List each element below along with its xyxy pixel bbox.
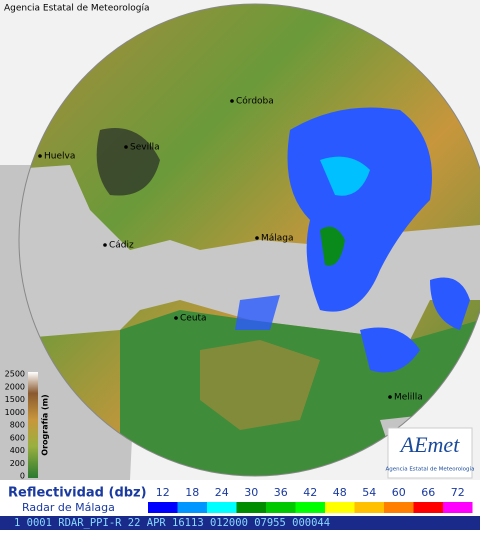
city-dot bbox=[255, 236, 259, 240]
legend-swatch bbox=[325, 502, 355, 513]
city-dot bbox=[103, 243, 107, 247]
orography-label: 2000 bbox=[5, 382, 25, 391]
legend-level: 18 bbox=[185, 486, 199, 499]
city-dot bbox=[124, 145, 128, 149]
orography-label: 0 bbox=[20, 472, 25, 481]
legend-swatch bbox=[295, 502, 325, 513]
radar-range bbox=[18, 3, 480, 477]
logo-subtitle: Agencia Estatal de Meteorología bbox=[386, 466, 475, 473]
orography-label: 1500 bbox=[5, 395, 25, 404]
legend-level: 48 bbox=[333, 486, 347, 499]
echo-core bbox=[320, 156, 370, 196]
city-label: Melilla bbox=[394, 393, 423, 403]
orography-label: 400 bbox=[10, 446, 25, 455]
orography-label: 1000 bbox=[5, 408, 25, 417]
echo bbox=[430, 277, 470, 330]
legend-level: 30 bbox=[244, 486, 258, 499]
city-label: Córdoba bbox=[236, 96, 274, 107]
legend-level: 12 bbox=[156, 486, 170, 499]
legend-level: 60 bbox=[392, 486, 406, 499]
city-dot bbox=[174, 316, 178, 320]
echo bbox=[235, 295, 280, 330]
orography-label: 2500 bbox=[5, 370, 25, 379]
city-label: Málaga bbox=[261, 234, 294, 244]
legend-level: 72 bbox=[451, 486, 465, 499]
echoes bbox=[235, 107, 470, 373]
rif bbox=[200, 340, 320, 430]
logo: AEmet bbox=[399, 432, 461, 457]
legend-swatch bbox=[354, 502, 384, 513]
orography-label: 600 bbox=[10, 433, 25, 442]
city-label: Huelva bbox=[44, 152, 75, 162]
legend-swatch bbox=[443, 502, 473, 513]
legend-swatch bbox=[266, 502, 296, 513]
cities: Córdoba Sevilla Huelva Málaga Cádiz Ceuta Meli… bbox=[38, 96, 423, 403]
orography-bar bbox=[28, 372, 38, 478]
legend-swatch bbox=[148, 502, 178, 513]
status-bar bbox=[0, 516, 480, 530]
agency: Agencia Estatal de Meteorología bbox=[4, 4, 150, 14]
legend-swatch bbox=[207, 502, 237, 513]
orography-label: 800 bbox=[10, 421, 25, 430]
legend-swatch bbox=[413, 502, 443, 513]
land-dark bbox=[96, 128, 160, 196]
orography-label: 200 bbox=[10, 459, 25, 468]
legend-radar: Radar de Málaga bbox=[22, 501, 115, 514]
legend-level: 42 bbox=[303, 486, 317, 499]
city-dot bbox=[38, 154, 42, 158]
echo-core bbox=[320, 226, 345, 266]
status: 1 0001 RDAR_PPI-R 22 APR 16113 012000 07… bbox=[14, 517, 330, 529]
legend-swatch bbox=[177, 502, 207, 513]
legend-level: 36 bbox=[274, 486, 288, 499]
legend-swatch bbox=[236, 502, 266, 513]
city-label: Sevilla bbox=[130, 143, 160, 153]
logo-box bbox=[387, 427, 473, 479]
legend: 12 18 24 30 36 42 48 54 60 66 72 bbox=[148, 486, 473, 513]
orography-title: Orografía (m) bbox=[41, 394, 50, 455]
city-dot bbox=[230, 99, 234, 103]
echo bbox=[287, 107, 432, 312]
legend-title: Reflectividad (dbz) bbox=[8, 486, 147, 501]
city-dot bbox=[388, 395, 392, 399]
echo bbox=[360, 327, 420, 373]
legend-swatch bbox=[384, 502, 414, 513]
city-label: Cádiz bbox=[109, 241, 134, 251]
city-label: Ceuta bbox=[180, 314, 207, 324]
legend-level: 24 bbox=[215, 486, 229, 499]
legend-level: 54 bbox=[362, 486, 376, 499]
legend-level: 66 bbox=[421, 486, 435, 499]
